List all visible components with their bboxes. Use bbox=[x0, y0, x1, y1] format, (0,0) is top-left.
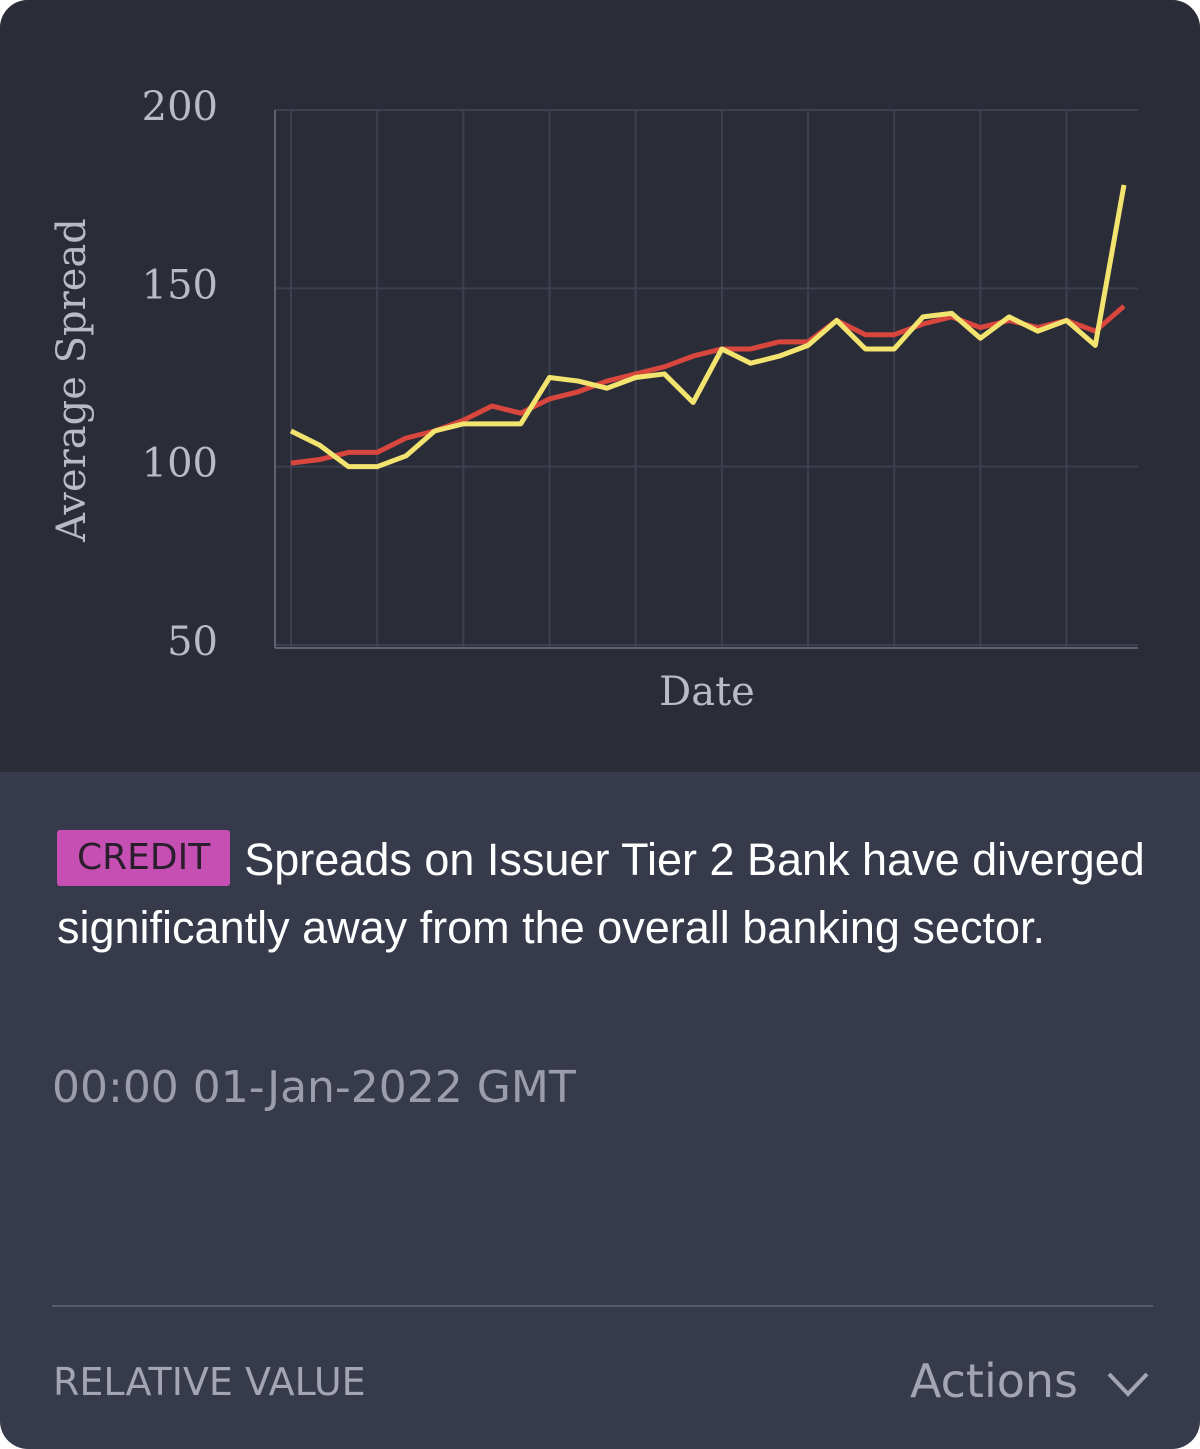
series-line bbox=[290, 304, 1126, 466]
chart: Average Spread Date 50 100 150 200 bbox=[49, 84, 1138, 715]
series-line bbox=[289, 184, 1127, 470]
actions-chevron[interactable] bbox=[1106, 1370, 1150, 1400]
tag: CREDIT bbox=[57, 830, 231, 886]
y-tick-label: 150 bbox=[142, 262, 218, 308]
y-tick-label: 100 bbox=[142, 441, 218, 487]
y-axis-label: Average Spread bbox=[49, 218, 95, 543]
timestamp: 00:00 01-Jan-2022 GMT bbox=[52, 1062, 576, 1113]
y-tick-label: 200 bbox=[142, 84, 218, 130]
divider bbox=[52, 1305, 1153, 1307]
category: RELATIVE VALUE bbox=[53, 1360, 366, 1404]
message-text: Spreads on Issuer Tier 2 Bank have diver… bbox=[57, 834, 1145, 953]
y-tick-label: 50 bbox=[167, 619, 218, 665]
message: CREDIT Spreads on Issuer Tier 2 Bank have… bbox=[57, 826, 1147, 962]
chart-panel: Average Spread Date 50 100 150 200 bbox=[0, 0, 1200, 772]
x-axis-label: Date bbox=[659, 669, 755, 715]
actions-button[interactable]: Actions bbox=[909, 1354, 1078, 1408]
